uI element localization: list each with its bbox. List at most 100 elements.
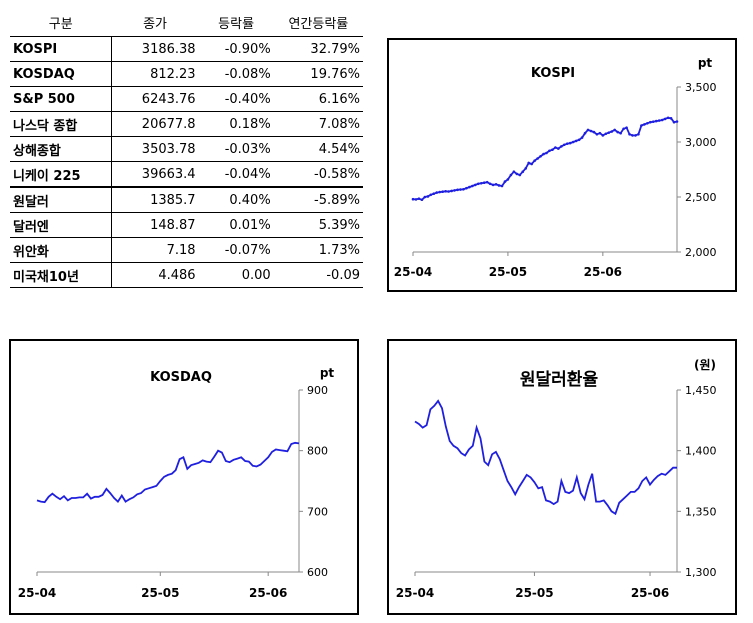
data-point: [441, 190, 444, 194]
table-row: 니케이 225 39663.4 -0.04% -0.58%: [10, 161, 363, 188]
row-name: 위안화: [10, 237, 112, 263]
data-point: [417, 197, 421, 200]
row-change: 0.18%: [198, 111, 274, 137]
row-close: 3186.38: [111, 36, 199, 62]
y-axis-unit: (원): [694, 358, 716, 372]
data-point: [459, 188, 462, 191]
data-point: [542, 152, 545, 156]
y-tick-label: 3,500: [685, 81, 717, 94]
data-point: [672, 120, 676, 124]
data-point: [453, 189, 456, 192]
table-row: 위안화 7.18 -0.07% 1.73%: [10, 237, 363, 263]
data-point: [666, 116, 670, 120]
x-tick-label: 25-05: [141, 586, 179, 600]
data-point: [414, 198, 418, 201]
row-change: -0.90%: [198, 36, 274, 62]
row-close: 7.18: [111, 237, 199, 263]
row-ytd: 32.79%: [273, 36, 363, 62]
data-point: [435, 191, 439, 194]
header-category: 구분: [10, 8, 112, 37]
row-ytd: 4.54%: [273, 136, 363, 162]
table-row: KOSPI 3186.38 -0.90% 32.79%: [10, 36, 363, 62]
row-name: KOSPI: [10, 36, 112, 62]
data-point: [497, 184, 501, 187]
x-tick-label: 25-05: [489, 265, 527, 279]
row-change: -0.03%: [198, 136, 274, 162]
row-change: -0.08%: [198, 61, 274, 87]
y-tick-label: 800: [307, 445, 328, 458]
market-summary-table: 구분 종가 등락률 연간등락률 KOSPI 3186.38 -0.90% 32.79%…: [10, 8, 363, 288]
data-point: [595, 133, 599, 136]
data-point: [622, 127, 625, 131]
y-tick-label: 700: [307, 505, 328, 518]
data-point: [450, 189, 453, 193]
data-point: [646, 122, 649, 125]
chart-title: KOSDAQ: [150, 370, 212, 385]
data-point: [657, 119, 661, 122]
data-point: [468, 185, 471, 189]
data-point: [503, 180, 507, 183]
data-point: [574, 139, 578, 143]
row-ytd: -0.58%: [273, 161, 363, 188]
chart-title: 원달러환율: [520, 369, 599, 390]
data-point: [562, 143, 566, 147]
row-change: 0.40%: [198, 187, 274, 213]
data-point: [533, 159, 536, 162]
x-tick-label: 25-06: [631, 586, 669, 600]
data-point: [675, 120, 679, 123]
y-tick-label: 900: [307, 384, 328, 397]
data-point: [506, 178, 510, 181]
data-point: [601, 134, 605, 137]
data-point: [432, 192, 436, 195]
y-axis-unit: pt: [698, 56, 713, 70]
x-tick-label: 25-04: [18, 586, 56, 600]
data-point: [616, 130, 619, 134]
x-tick-label: 25-04: [396, 586, 434, 600]
table-row: S&P 500 6243.76 -0.40% 6.16%: [10, 86, 363, 112]
y-tick-label: 1,350: [685, 505, 717, 518]
data-point: [663, 117, 667, 121]
y-tick-label: 600: [307, 566, 328, 579]
data-point: [660, 118, 664, 122]
row-change: 0.00: [198, 262, 274, 288]
row-ytd: 19.76%: [273, 61, 363, 87]
row-ytd: 6.16%: [273, 86, 363, 112]
data-point: [548, 149, 551, 153]
data-point: [551, 148, 554, 151]
row-name: 원달러: [10, 187, 112, 213]
data-point: [631, 134, 634, 137]
data-point: [560, 145, 563, 148]
usdkrw-chart-panel: 원달러환율 (원) 1,450 1,400 1,350 1,300 25-04 25-05 25…: [387, 339, 737, 615]
data-point: [568, 141, 572, 145]
data-point: [651, 120, 655, 123]
x-tick-label: 25-06: [249, 586, 287, 600]
data-point: [643, 123, 646, 126]
row-close: 148.87: [111, 212, 199, 238]
header-change: 등락률: [198, 8, 274, 37]
data-point: [488, 182, 492, 186]
data-point: [444, 189, 447, 193]
row-name: KOSDAQ: [10, 61, 112, 87]
data-point: [583, 131, 587, 135]
data-point: [518, 173, 522, 177]
data-point: [592, 130, 596, 134]
x-tick-label: 25-04: [394, 265, 432, 279]
y-tick-label: 1,400: [685, 445, 717, 458]
data-point: [515, 172, 519, 176]
data-point: [634, 134, 637, 137]
data-point: [527, 161, 530, 165]
kospi-chart-panel: KOSPI pt 3,500 3,000 2,500 2,000 25-04 25-05 25-…: [387, 38, 737, 292]
data-point: [462, 188, 465, 191]
data-point: [669, 117, 673, 120]
data-point: [456, 188, 459, 192]
data-point: [640, 124, 643, 127]
data-point: [494, 183, 498, 186]
row-change: -0.04%: [198, 161, 274, 188]
data-point: [607, 131, 611, 134]
data-point: [530, 162, 533, 166]
data-point: [598, 131, 602, 135]
data-point: [536, 157, 539, 160]
table-row: 미국채10년 4.486 0.00 -0.09: [10, 262, 363, 288]
y-axis-unit: pt: [320, 366, 335, 380]
row-close: 4.486: [111, 262, 199, 288]
